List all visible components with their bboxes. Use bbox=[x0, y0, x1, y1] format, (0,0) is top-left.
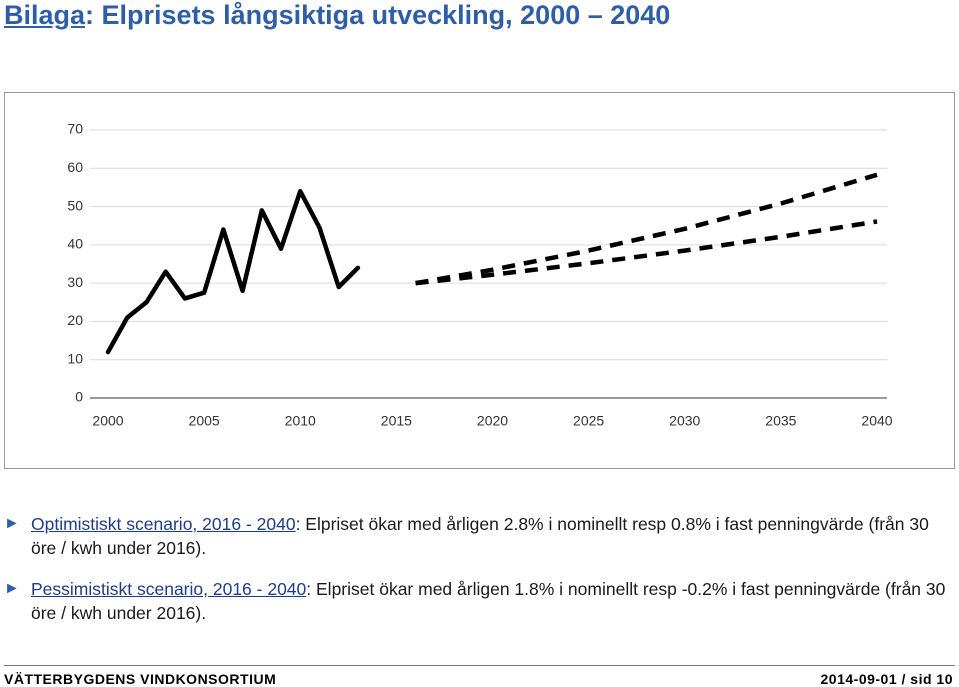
bullet-text: : Elpriset ökar med årligen 1.8% i nomin… bbox=[31, 579, 946, 623]
series-line bbox=[415, 172, 878, 286]
bullet-text: : Elpriset ökar med årligen 2.8% i nomin… bbox=[31, 514, 929, 558]
x-tick-label: 2005 bbox=[189, 413, 220, 429]
x-tick-label: 2025 bbox=[573, 413, 604, 429]
y-tick-label: 30 bbox=[67, 274, 83, 290]
footer-left: VÄTTERBYGDENS VINDKONSORTIUM bbox=[4, 671, 277, 687]
title-link: Bilaga bbox=[4, 0, 86, 30]
series-line bbox=[415, 219, 878, 286]
bullet: ► Pessimistiskt scenario, 2016 - 2040: El… bbox=[4, 577, 949, 625]
y-tick-label: 70 bbox=[67, 121, 83, 137]
series-line bbox=[105, 189, 361, 355]
y-tick-label: 50 bbox=[67, 197, 83, 213]
x-tick-label: 2000 bbox=[92, 413, 123, 429]
x-tick-label: 2040 bbox=[861, 413, 892, 429]
footer-right: 2014-09-01 / sid 10 bbox=[820, 671, 953, 687]
bullet-link: Pessimistiskt scenario, 2016 - 2040 bbox=[31, 579, 307, 599]
bullet-link: Optimistiskt scenario, 2016 - 2040 bbox=[31, 514, 296, 534]
x-tick-label: 2015 bbox=[381, 413, 412, 429]
bullet: ► Optimistiskt scenario, 2016 - 2040: Elp… bbox=[4, 512, 949, 560]
footer-rule bbox=[4, 665, 955, 666]
y-tick-label: 40 bbox=[67, 236, 83, 252]
bullet-marker: ► bbox=[4, 580, 20, 597]
x-tick-label: 2030 bbox=[669, 413, 700, 429]
y-tick-label: 60 bbox=[67, 159, 83, 175]
title: Bilaga: Elprisets långsiktiga utveckling… bbox=[4, 0, 670, 31]
x-tick-label: 2020 bbox=[477, 413, 508, 429]
y-tick-label: 0 bbox=[75, 389, 83, 405]
x-tick-label: 2010 bbox=[285, 413, 316, 429]
title-text: : Elprisets långsiktiga utveckling, 2000… bbox=[85, 0, 671, 30]
chart-frame bbox=[4, 92, 955, 469]
bullet-marker: ► bbox=[4, 515, 20, 532]
y-tick-label: 10 bbox=[67, 350, 83, 366]
x-tick-label: 2035 bbox=[765, 413, 796, 429]
y-tick-label: 20 bbox=[67, 312, 83, 328]
